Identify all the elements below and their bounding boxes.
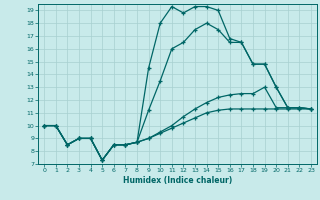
X-axis label: Humidex (Indice chaleur): Humidex (Indice chaleur) bbox=[123, 176, 232, 185]
